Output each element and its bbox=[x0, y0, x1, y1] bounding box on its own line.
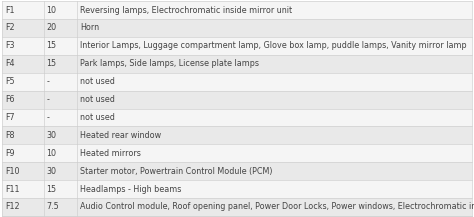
Text: not used: not used bbox=[80, 113, 115, 122]
Text: 15: 15 bbox=[46, 185, 56, 194]
Text: F11: F11 bbox=[5, 185, 20, 194]
Bar bbox=[2, 162, 472, 180]
Text: -: - bbox=[46, 113, 49, 122]
Text: not used: not used bbox=[80, 77, 115, 86]
Text: F9: F9 bbox=[5, 149, 15, 158]
Text: 30: 30 bbox=[46, 131, 56, 140]
Text: 10: 10 bbox=[46, 6, 56, 15]
Bar bbox=[2, 180, 472, 198]
Text: Headlamps - High beams: Headlamps - High beams bbox=[80, 185, 182, 194]
Text: Reversing lamps, Electrochromatic inside mirror unit: Reversing lamps, Electrochromatic inside… bbox=[80, 6, 292, 15]
Text: Heated mirrors: Heated mirrors bbox=[80, 149, 141, 158]
Text: 20: 20 bbox=[46, 23, 56, 32]
Text: F3: F3 bbox=[5, 41, 15, 50]
Text: not used: not used bbox=[80, 95, 115, 104]
Text: 10: 10 bbox=[46, 149, 56, 158]
Text: Heated rear window: Heated rear window bbox=[80, 131, 162, 140]
Text: F4: F4 bbox=[5, 59, 15, 68]
Text: 15: 15 bbox=[46, 59, 56, 68]
Text: Park lamps, Side lamps, License plate lamps: Park lamps, Side lamps, License plate la… bbox=[80, 59, 259, 68]
Text: Horn: Horn bbox=[80, 23, 100, 32]
Bar bbox=[2, 73, 472, 91]
Bar bbox=[2, 108, 472, 126]
Bar bbox=[2, 198, 472, 216]
Bar bbox=[2, 126, 472, 144]
Text: F5: F5 bbox=[5, 77, 15, 86]
Text: Interior Lamps, Luggage compartment lamp, Glove box lamp, puddle lamps, Vanity m: Interior Lamps, Luggage compartment lamp… bbox=[80, 41, 467, 50]
Text: F1: F1 bbox=[5, 6, 15, 15]
Text: Audio Control module, Roof opening panel, Power Door Locks, Power windows, Elect: Audio Control module, Roof opening panel… bbox=[80, 202, 474, 211]
Text: Starter motor, Powertrain Control Module (PCM): Starter motor, Powertrain Control Module… bbox=[80, 167, 273, 176]
Bar bbox=[2, 91, 472, 108]
Text: 30: 30 bbox=[46, 167, 56, 176]
Text: 15: 15 bbox=[46, 41, 56, 50]
Bar bbox=[2, 1, 472, 19]
Text: F8: F8 bbox=[5, 131, 15, 140]
Bar bbox=[2, 144, 472, 162]
Text: F7: F7 bbox=[5, 113, 15, 122]
Bar bbox=[2, 37, 472, 55]
Bar bbox=[2, 55, 472, 73]
Text: -: - bbox=[46, 95, 49, 104]
Text: F2: F2 bbox=[5, 23, 15, 32]
Text: F12: F12 bbox=[5, 202, 20, 211]
Text: F10: F10 bbox=[5, 167, 20, 176]
Text: 7.5: 7.5 bbox=[46, 202, 59, 211]
Text: -: - bbox=[46, 77, 49, 86]
Text: F6: F6 bbox=[5, 95, 15, 104]
Bar bbox=[2, 19, 472, 37]
